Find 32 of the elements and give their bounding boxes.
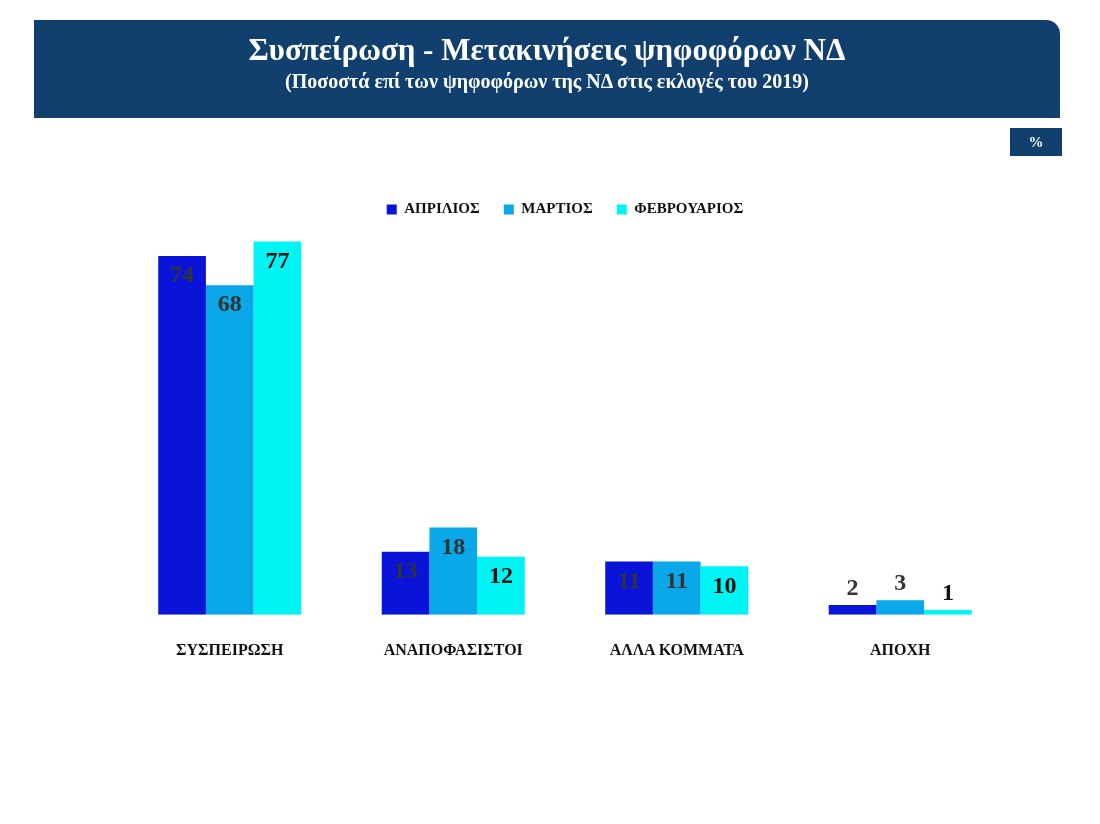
bar: [205, 285, 254, 615]
x-tick-label: ΑΠΟΧΗ: [870, 640, 932, 658]
bar: [828, 605, 877, 615]
chart-subtitle: (Ποσοστά επί των ψηφοφόρων της ΝΔ στις εκλογές του 2019): [284, 69, 810, 94]
chart-title: Συσπείρωση - Μετακινήσεις ψηφοφόρων ΝΔ: [247, 32, 847, 68]
data-label: 18: [441, 532, 466, 559]
text: %: [1010, 128, 1062, 156]
data-label: 74: [170, 261, 195, 288]
bar: [652, 561, 701, 615]
data-label: 13: [393, 556, 418, 583]
legend-label: ΑΠΡΙΛΙΟΣ: [404, 200, 480, 217]
data-label: 3: [894, 569, 907, 596]
legend-label: ΦΕΒΡΟΥΑΡΙΟΣ: [634, 200, 744, 217]
bar: [876, 600, 925, 615]
bar: [253, 241, 302, 615]
data-label: 11: [665, 566, 689, 593]
data-label: 12: [488, 561, 513, 588]
bar: [381, 551, 430, 615]
data-label: 68: [217, 290, 242, 317]
x-tick-label: ΑΛΛΑ ΚΟΜΜΑΤΑ: [609, 640, 745, 658]
data-label: 11: [617, 566, 641, 593]
legend-label: ΜΑΡΤΙΟΣ: [521, 200, 593, 217]
bar: [477, 556, 525, 615]
bar: [429, 527, 478, 615]
x-tick-label: ΣΥΣΠΕΙΡΩΣΗ: [176, 640, 284, 658]
data-label: 1: [941, 579, 954, 606]
data-label: 77: [265, 246, 290, 273]
data-label: 2: [846, 574, 859, 601]
x-tick-label: ΑΝΑΠΟΦΑΣΙΣΤΟΙ: [383, 640, 523, 658]
bar: [605, 561, 653, 615]
data-label: 10: [712, 571, 737, 598]
bar: [158, 256, 206, 615]
